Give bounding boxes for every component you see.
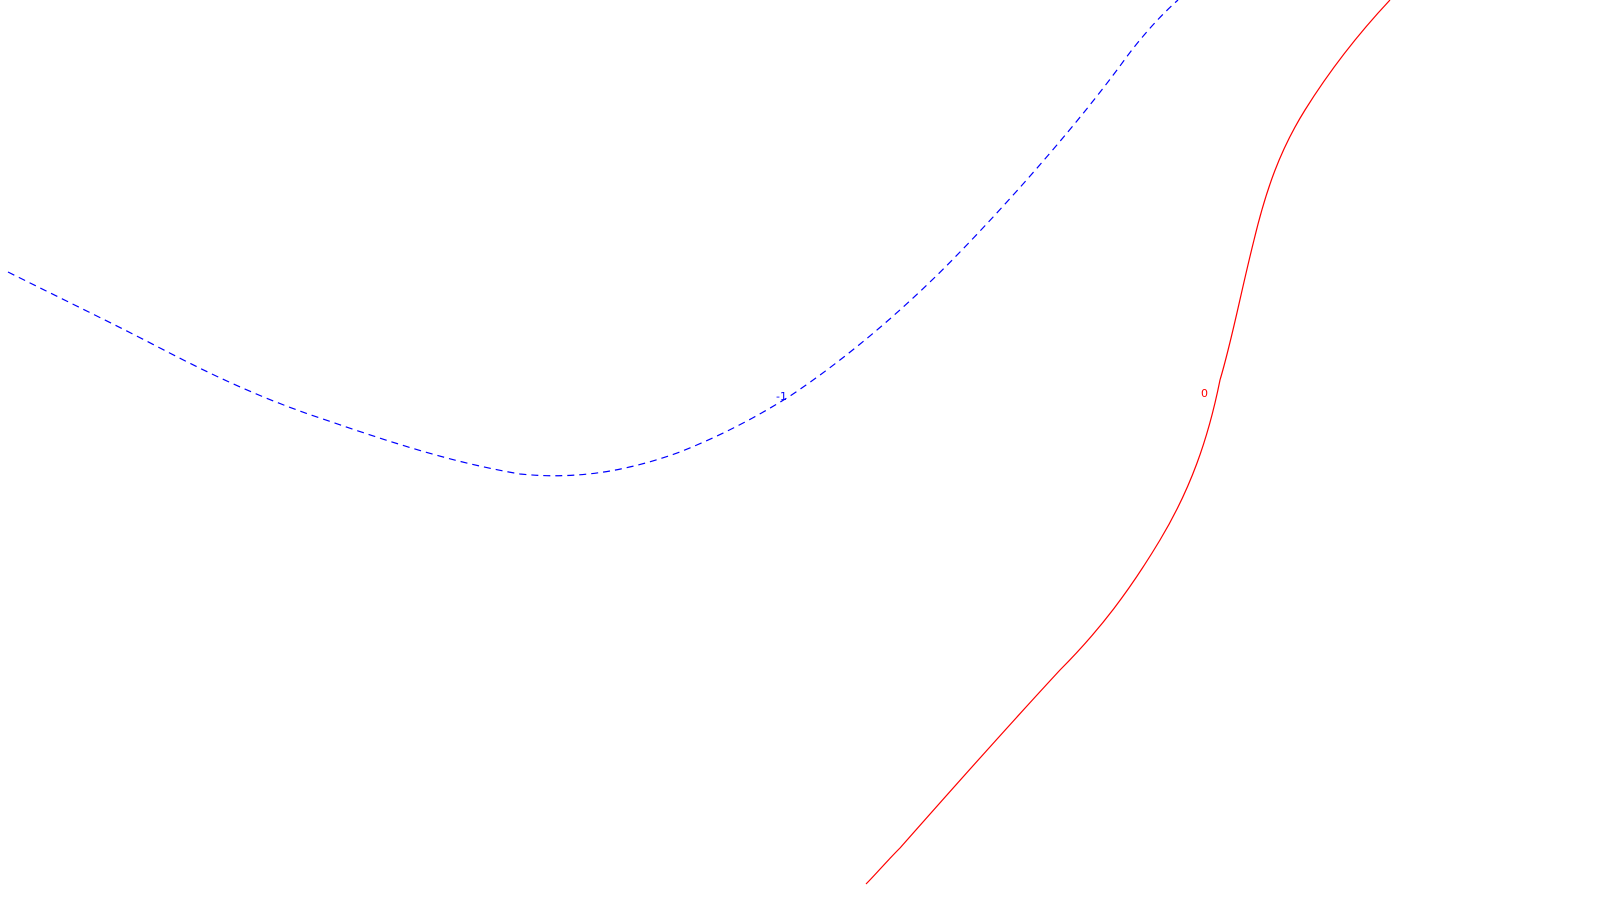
contour-label-zero: 0 <box>1201 387 1208 400</box>
contour-line-negative-one <box>7 0 1179 477</box>
contour-line-zero <box>865 0 1391 885</box>
contour-label-negative-one: -1 <box>776 390 787 403</box>
